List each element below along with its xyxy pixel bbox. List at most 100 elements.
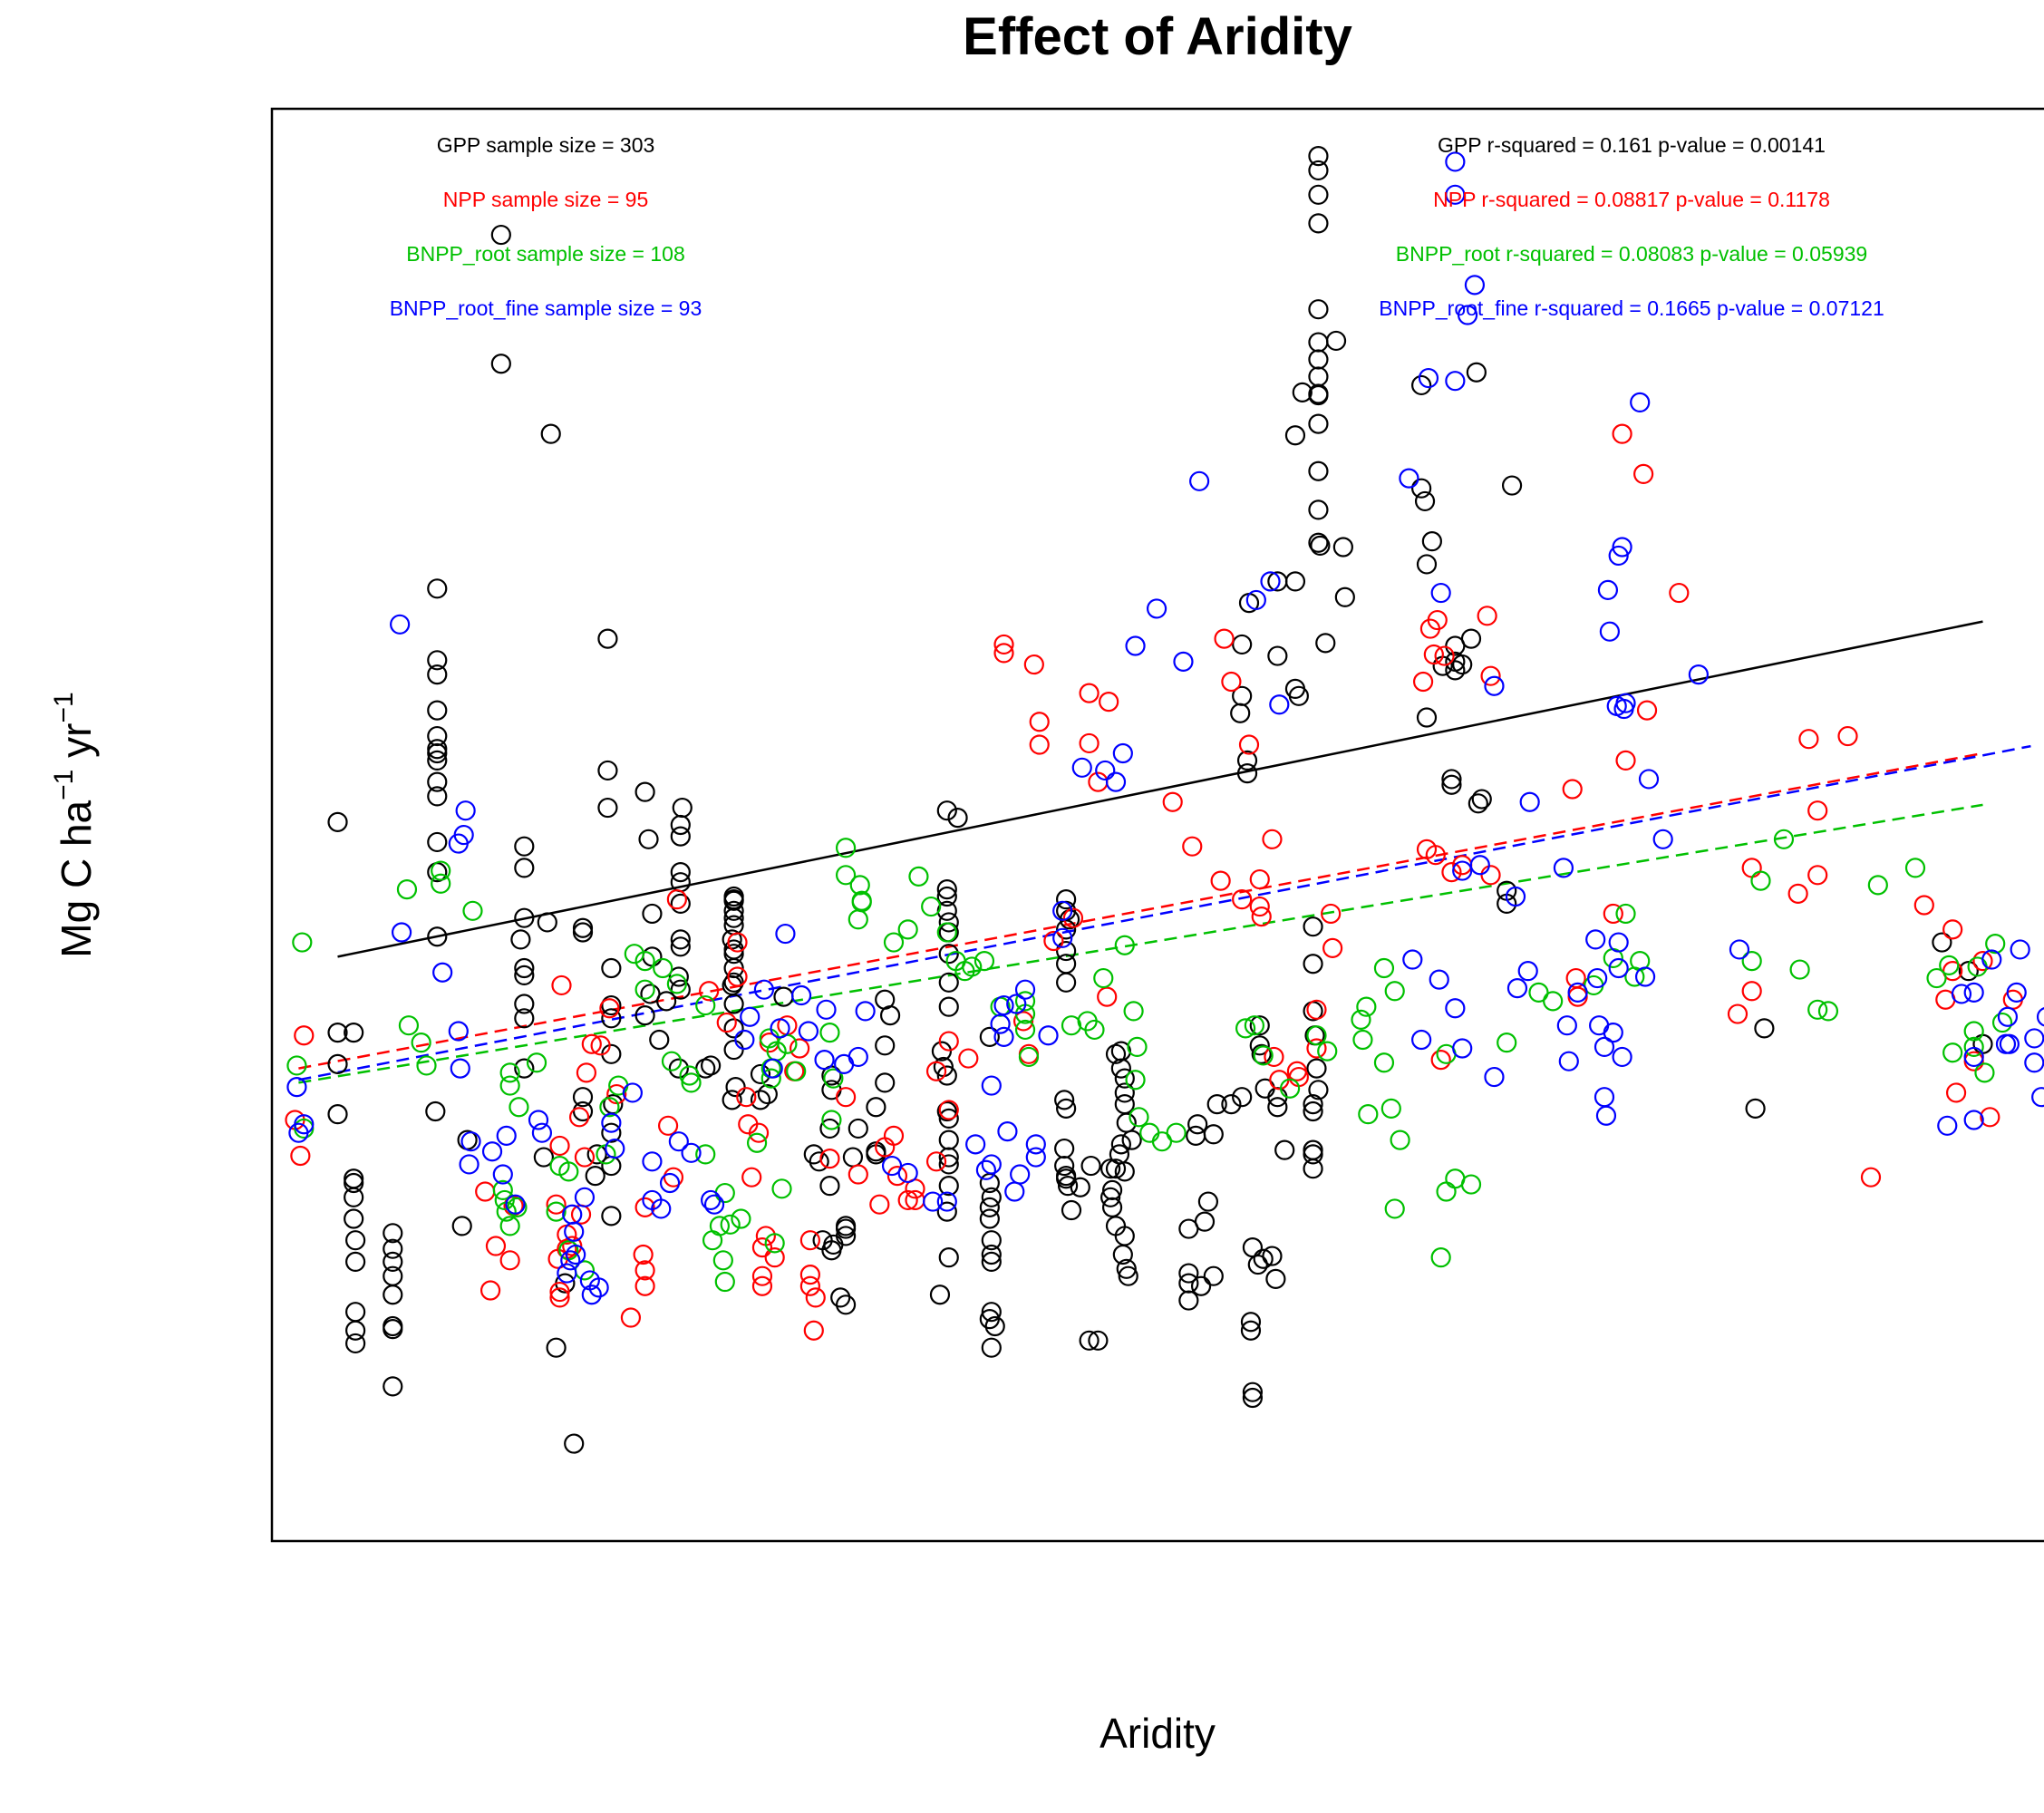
gpp-point: [931, 1041, 953, 1062]
bnpp-root-point: [398, 1015, 420, 1036]
gpp-point: [383, 1319, 403, 1340]
gpp-point: [981, 1187, 1002, 1207]
bnpp-root-point: [1460, 1174, 1482, 1195]
gpp-point: [835, 1294, 857, 1315]
gpp-point: [327, 811, 348, 832]
npp-point: [799, 1230, 820, 1251]
gpp-point: [1308, 146, 1329, 167]
bnpp-root-point: [1373, 957, 1395, 979]
gpp-point: [1056, 1098, 1077, 1119]
bnpp-root-fine-point: [1173, 651, 1194, 672]
gpp-point: [514, 836, 535, 857]
npp-point: [1669, 582, 1690, 604]
bnpp-root-fine-point: [286, 1077, 307, 1098]
gpp-point: [1190, 1275, 1212, 1296]
npp-point: [1029, 734, 1050, 755]
npp-point: [1741, 981, 1762, 1002]
npp-point: [1636, 700, 1658, 721]
gpp-point: [1105, 1159, 1127, 1179]
gpp-point: [936, 1201, 957, 1222]
gpp-point: [947, 807, 968, 829]
bnpp-root-fine-point: [1519, 791, 1540, 812]
gpp-point: [1308, 332, 1329, 353]
gpp-point: [979, 1208, 1000, 1229]
gpp-point: [1468, 793, 1488, 814]
npp-point: [727, 966, 748, 987]
npp-point: [485, 1236, 507, 1256]
gpp-point: [572, 922, 594, 943]
gpp-point: [345, 1302, 366, 1323]
y-label-unit-time: yr: [53, 723, 100, 770]
sample-size-annotations: GPP sample size = 303 NPP sample size = 9…: [390, 133, 702, 320]
npp-point: [883, 1125, 905, 1146]
npp-point: [751, 1275, 773, 1296]
gpp-point: [427, 578, 448, 599]
bnpp-root-point: [883, 932, 905, 953]
npp-point: [1477, 606, 1497, 626]
bnpp-root-point: [848, 909, 868, 930]
bnpp-root-fine-point: [1445, 371, 1466, 392]
npp-point: [848, 1164, 868, 1185]
gpp-point: [1932, 932, 1952, 953]
gpp-point: [1187, 1114, 1208, 1135]
npp-point: [835, 1087, 857, 1108]
y-label-unit-mass: Mg C ha: [53, 800, 100, 957]
gpp-point: [345, 1230, 366, 1251]
gpp-point: [1284, 425, 1306, 446]
gpp-point: [670, 929, 691, 950]
npp-point: [1097, 986, 1118, 1007]
bnpp-root-point: [1497, 1033, 1517, 1053]
npp-point: [790, 1038, 810, 1059]
bnpp-root-fine-point: [1585, 929, 1606, 950]
npp-point: [1221, 671, 1242, 693]
gpp-point: [936, 878, 957, 900]
bnpp-root-point: [499, 1062, 520, 1083]
gpp-point: [835, 1218, 857, 1239]
gpp-point: [723, 1018, 744, 1039]
bnpp-root-point: [1279, 1078, 1301, 1099]
npp-point: [657, 1115, 679, 1136]
npp-point: [1913, 895, 1934, 916]
bnpp-root-fine-point: [1556, 1015, 1577, 1036]
gpp-point: [670, 893, 691, 915]
gpp-point: [1306, 1058, 1327, 1079]
data-points: [285, 146, 2044, 1454]
gpp-point: [344, 1172, 364, 1194]
gpp-point: [427, 650, 448, 671]
bnpp-root-fine-point: [1095, 760, 1116, 781]
bnpp-root-point: [851, 892, 872, 913]
gpp-point: [1054, 1155, 1075, 1177]
npp-point: [1232, 889, 1253, 910]
bnpp-root-fine-point: [1729, 939, 1750, 960]
gpp-point: [490, 354, 511, 374]
bnpp-root-fine-point: [448, 1021, 469, 1042]
bnpp-root-point: [1867, 875, 1888, 896]
gpp-point: [670, 826, 691, 847]
bnpp-root-point: [1974, 1062, 1995, 1083]
npp-point: [1079, 683, 1099, 703]
gpp-point: [1240, 1320, 1262, 1341]
bnpp-root-fine-point: [481, 1141, 503, 1162]
gpp-point: [979, 1197, 1000, 1217]
bnpp-root-point: [954, 961, 975, 982]
bnpp-root-point: [1380, 1098, 1401, 1119]
npp-point: [1306, 1038, 1327, 1059]
gpp-point: [427, 739, 448, 760]
bnpp-root-point: [1817, 1001, 1839, 1022]
gpp-point: [344, 1208, 364, 1229]
npp-point: [635, 1197, 655, 1217]
gpp-point: [981, 1251, 1002, 1273]
gpp-point: [1466, 362, 1487, 383]
bnpp-root-fine-point: [505, 1194, 526, 1215]
npp-point: [1029, 712, 1050, 732]
gpp-point: [327, 1053, 348, 1074]
sample-size-label-3: BNPP_root sample size = 108: [406, 242, 684, 266]
bnpp-root-point: [411, 1033, 431, 1053]
bnpp-root-fine-point: [1445, 151, 1466, 172]
gpp-point: [1501, 475, 1523, 496]
regression-stat-label-3: BNPP_root r-squared = 0.08083 p-value = …: [1396, 242, 1867, 266]
gpp-point: [1754, 1018, 1775, 1039]
gpp-point: [938, 1154, 959, 1175]
gpp-point: [936, 886, 957, 907]
